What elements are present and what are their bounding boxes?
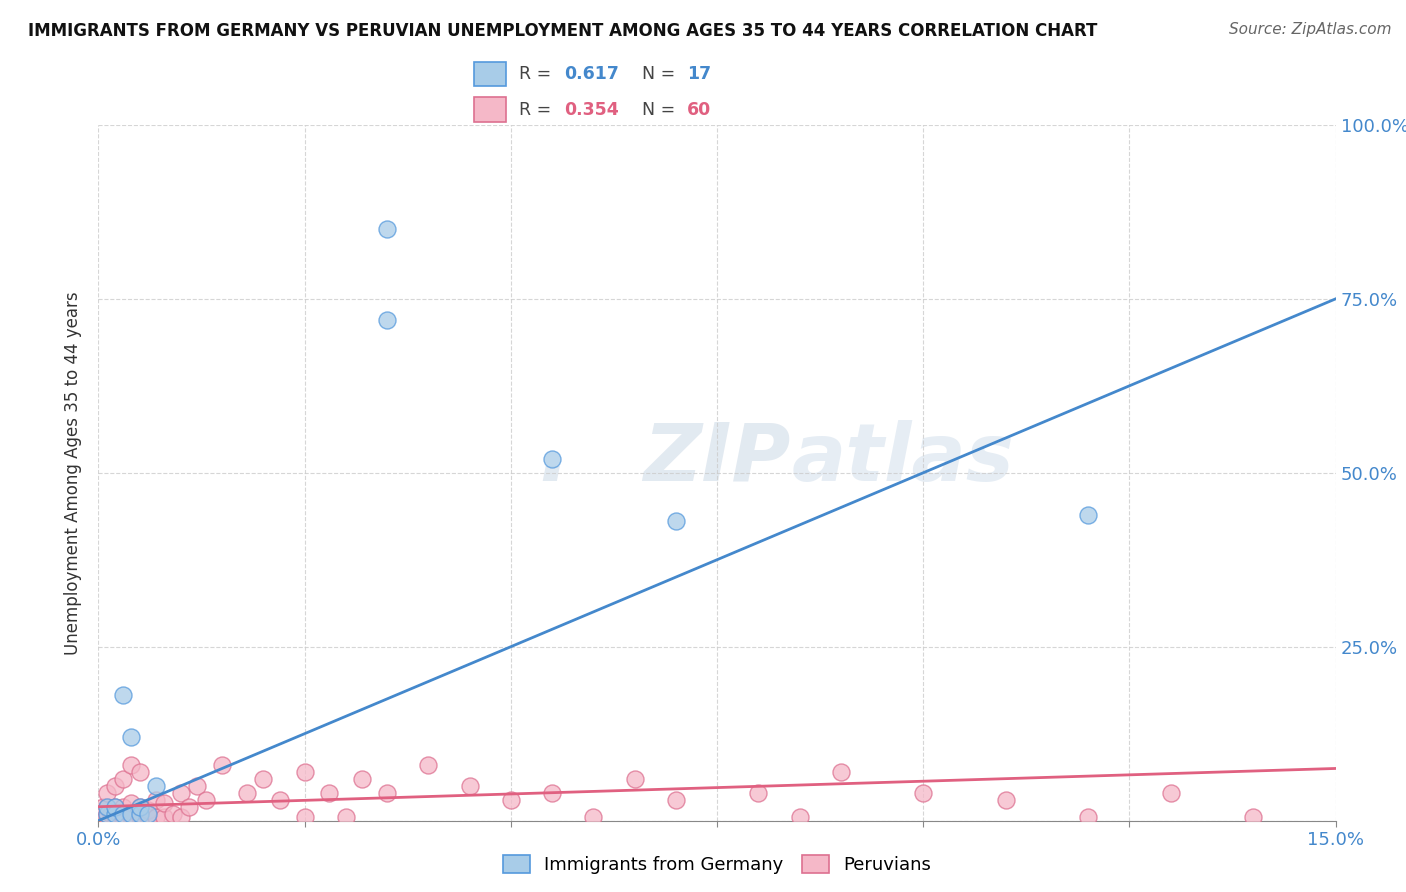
Point (318, 786, 340, 800)
Point (153, 810, 176, 824)
Point (499, 793, 522, 807)
Point (789, 810, 811, 824)
Text: 17: 17 (688, 65, 711, 83)
Point (91, 799, 114, 814)
Point (112, 689, 135, 703)
Point (1160, 786, 1182, 800)
Text: 0.617: 0.617 (564, 65, 619, 83)
Point (128, 799, 150, 814)
Point (136, 803, 159, 817)
Text: ZIP: ZIP (644, 420, 790, 498)
Point (211, 758, 233, 772)
Point (252, 772, 274, 786)
Point (145, 779, 167, 793)
Point (194, 793, 217, 807)
Text: 0.354: 0.354 (564, 101, 619, 119)
Point (112, 806, 135, 821)
Point (120, 806, 142, 821)
Point (145, 793, 167, 807)
Point (108, 806, 131, 821)
Point (112, 799, 135, 814)
Point (582, 810, 605, 824)
Point (100, 806, 122, 821)
Point (96, 799, 118, 814)
Point (120, 758, 142, 772)
Point (96, 806, 118, 821)
Point (352, 772, 374, 786)
Point (112, 810, 135, 824)
Point (104, 799, 127, 814)
Point (458, 779, 481, 793)
Point (170, 810, 193, 824)
Point (120, 796, 142, 810)
Text: N =: N = (643, 65, 681, 83)
Point (120, 730, 142, 744)
Point (994, 793, 1017, 807)
Point (120, 806, 142, 821)
Point (120, 810, 142, 824)
Point (912, 786, 935, 800)
Point (375, 786, 398, 800)
FancyBboxPatch shape (474, 97, 506, 122)
Point (294, 764, 316, 779)
Point (179, 799, 201, 814)
Point (541, 786, 564, 800)
Point (541, 451, 564, 466)
Point (128, 806, 150, 821)
Point (104, 806, 127, 821)
Point (128, 810, 150, 824)
Text: R =: R = (519, 101, 557, 119)
Point (1241, 810, 1264, 824)
Point (186, 779, 208, 793)
Text: IMMIGRANTS FROM GERMANY VS PERUVIAN UNEMPLOYMENT AMONG AGES 35 TO 44 YEARS CORRE: IMMIGRANTS FROM GERMANY VS PERUVIAN UNEM… (28, 22, 1098, 40)
Point (375, 222, 398, 236)
Text: .: . (538, 420, 568, 498)
Y-axis label: Unemployment Among Ages 35 to 44 years: Unemployment Among Ages 35 to 44 years (65, 291, 83, 655)
Point (128, 806, 150, 821)
Point (136, 810, 159, 824)
Legend: Immigrants from Germany, Peruvians: Immigrants from Germany, Peruvians (496, 847, 938, 881)
Point (104, 806, 127, 821)
Point (104, 810, 127, 824)
Point (623, 772, 645, 786)
Point (418, 758, 440, 772)
Point (96, 810, 118, 824)
Point (128, 799, 150, 814)
Point (145, 810, 167, 824)
Point (170, 786, 193, 800)
Point (96, 799, 118, 814)
Point (1077, 810, 1099, 824)
Point (335, 810, 357, 824)
Text: R =: R = (519, 65, 557, 83)
Point (1077, 508, 1099, 522)
Point (128, 764, 150, 779)
Point (153, 796, 176, 810)
Point (96, 786, 118, 800)
Point (96, 806, 118, 821)
Text: N =: N = (643, 101, 681, 119)
Point (269, 793, 291, 807)
Text: 60: 60 (688, 101, 711, 119)
Point (747, 786, 769, 800)
Point (136, 806, 159, 821)
Text: Source: ZipAtlas.com: Source: ZipAtlas.com (1229, 22, 1392, 37)
Text: atlas: atlas (792, 420, 1014, 498)
Point (104, 779, 127, 793)
Point (112, 772, 135, 786)
Point (294, 810, 316, 824)
Point (665, 793, 688, 807)
Point (162, 806, 184, 821)
Point (112, 806, 135, 821)
Point (236, 786, 259, 800)
Point (375, 312, 398, 326)
Point (830, 764, 852, 779)
FancyBboxPatch shape (474, 62, 506, 87)
Point (104, 799, 127, 814)
Point (665, 515, 688, 529)
